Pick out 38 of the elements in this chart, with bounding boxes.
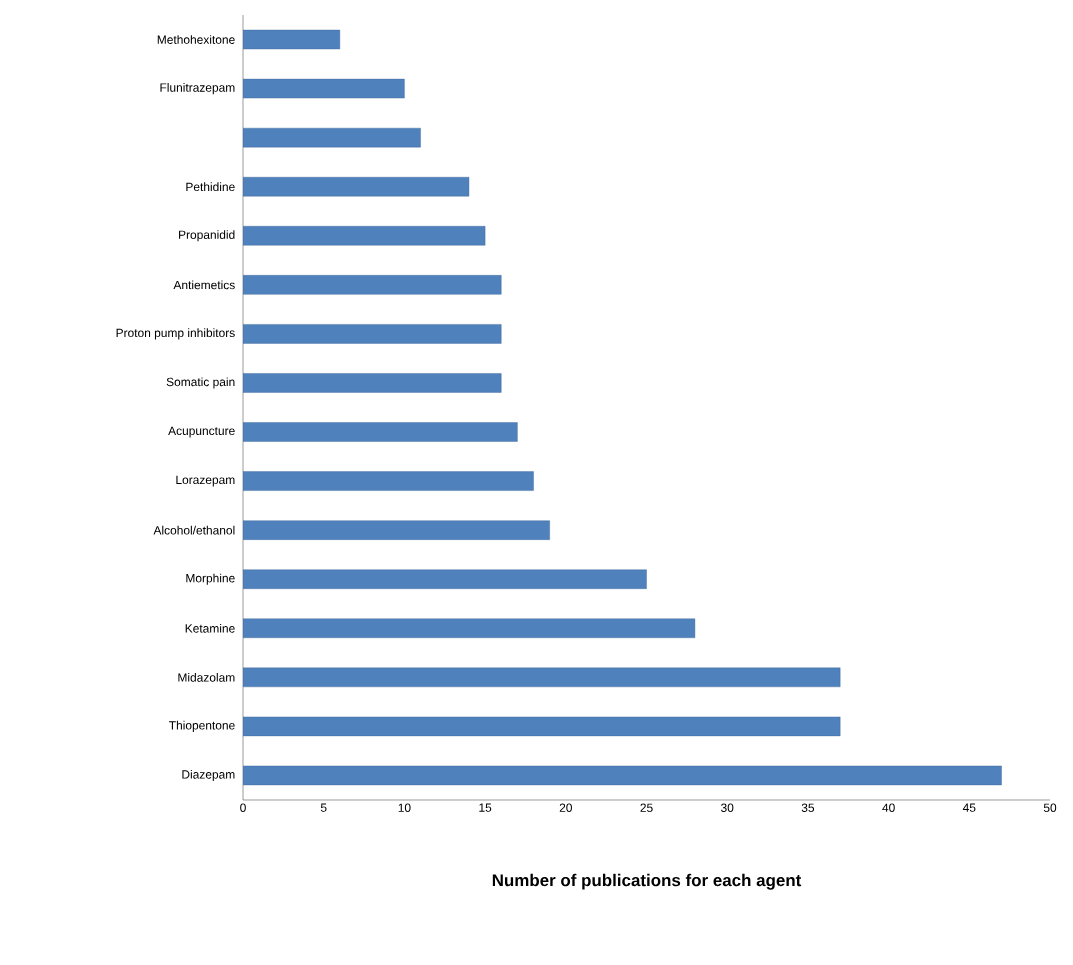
y-tick-label: Ketamine: [185, 623, 235, 633]
x-axis-title: Number of publications for each agent: [492, 873, 802, 890]
y-tick-label: Somatic pain: [166, 377, 235, 389]
bar: [243, 373, 502, 393]
bar: [243, 569, 647, 589]
x-tick-label: 0: [240, 803, 246, 812]
y-tick-label: Thiopentone: [169, 720, 235, 732]
y-tick-label: Alcohol/ethanol: [153, 525, 235, 535]
x-tick-label: 30: [721, 803, 734, 812]
y-tick-label: Acupuncture: [168, 426, 235, 438]
x-tick-label: 50: [1043, 803, 1057, 812]
y-tick-label: Midazolam: [178, 672, 235, 682]
bar: [243, 177, 470, 197]
bar: [243, 618, 696, 638]
x-tick-label: 15: [479, 803, 492, 812]
y-tick-label: Methohexitone: [157, 35, 235, 44]
x-tick-label: 10: [398, 803, 411, 812]
y-tick-label: Morphine: [186, 573, 235, 585]
y-tick-label: Propanidid: [179, 230, 235, 242]
bar: [243, 422, 518, 442]
y-tick-label: Proton pump inhibitors: [116, 328, 235, 340]
y-tick-label: Lorazepam: [176, 475, 235, 487]
bar: [243, 520, 550, 540]
bar: [243, 275, 502, 295]
bar: [243, 324, 502, 344]
y-tick-label: Flunitrazepam: [160, 83, 235, 95]
bar: [243, 226, 486, 246]
x-tick-label: 20: [559, 803, 572, 812]
x-tick-label: 45: [962, 803, 976, 812]
bar: [243, 471, 534, 491]
y-tick-label: Diazepam: [182, 769, 235, 782]
x-tick-label: 35: [801, 803, 815, 812]
y-tick-label: Pethidine: [186, 182, 235, 192]
y-tick-label: Antiemetics: [173, 280, 235, 290]
x-tick-label: 5: [320, 803, 327, 812]
bar: [243, 667, 841, 688]
x-tick-label: 40: [882, 803, 895, 812]
x-tick-label: 25: [640, 803, 653, 812]
